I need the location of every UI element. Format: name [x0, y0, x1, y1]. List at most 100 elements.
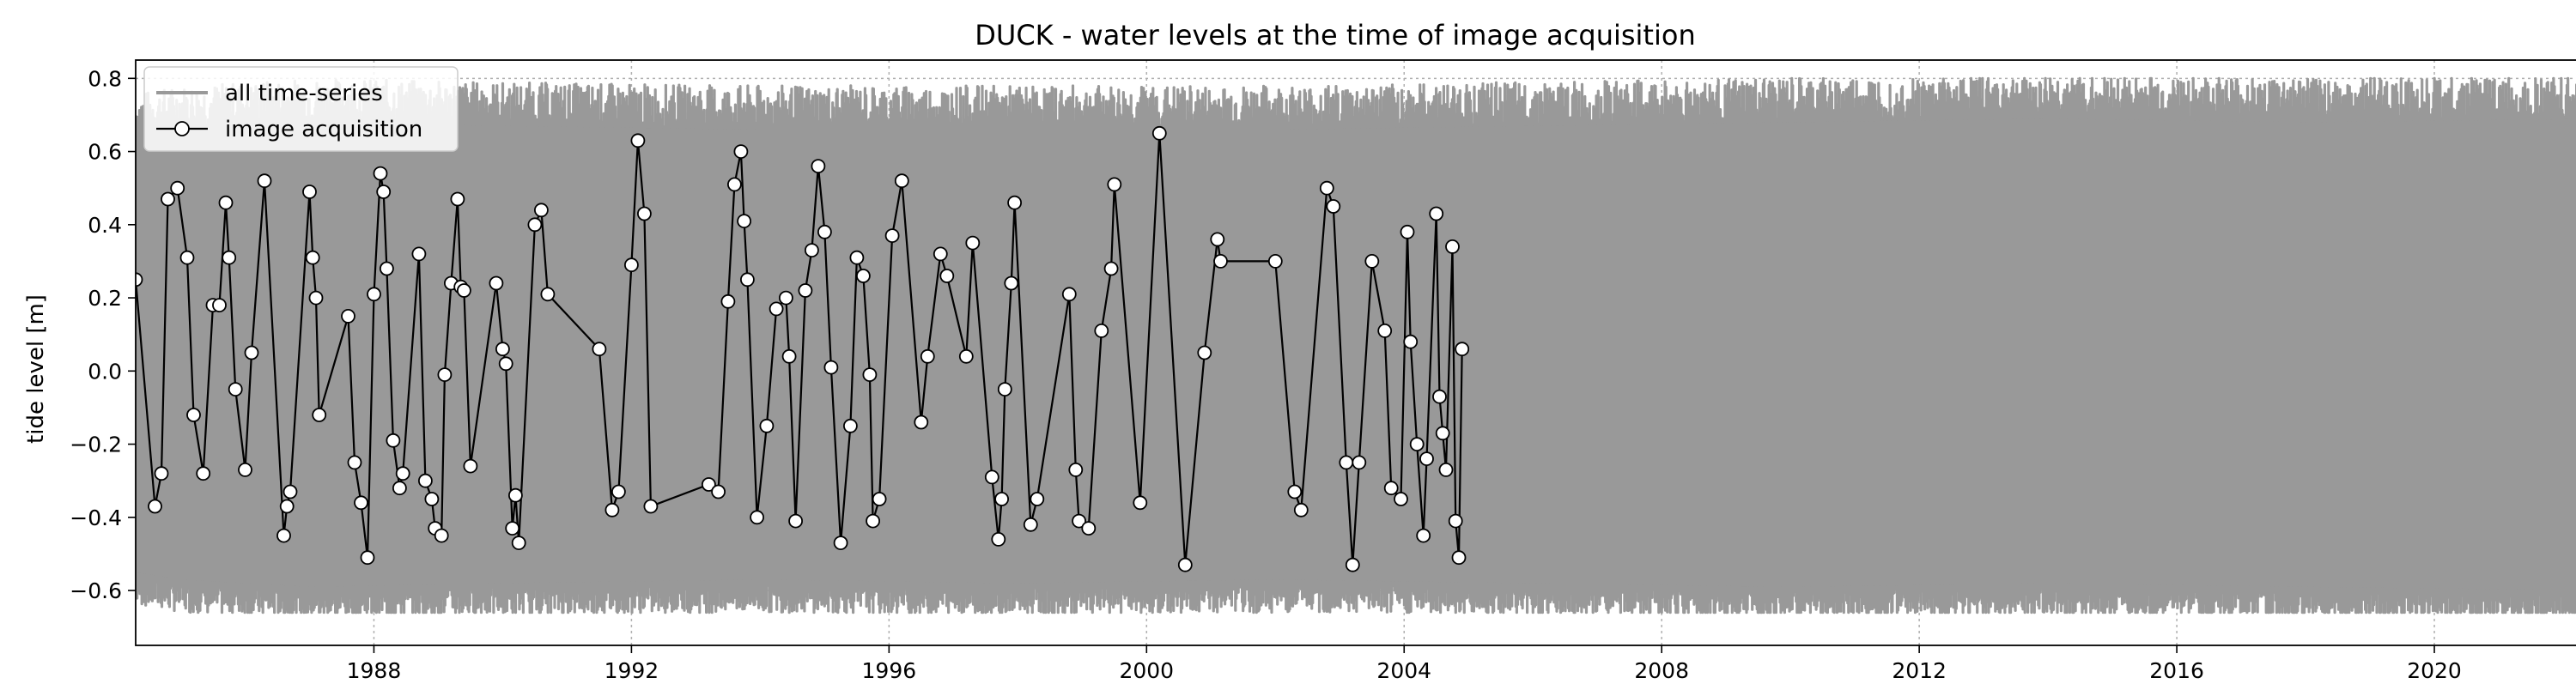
image-acquisition-point: [1024, 518, 1037, 531]
image-acquisition-point: [1005, 277, 1018, 290]
image-acquisition-point: [419, 475, 432, 487]
x-tick-label: 2020: [2407, 658, 2462, 683]
image-acquisition-point: [1378, 324, 1391, 337]
image-acquisition-point: [1327, 200, 1340, 213]
image-acquisition-point: [783, 350, 796, 363]
image-acquisition-point: [850, 251, 863, 264]
image-acquisition-point: [528, 218, 541, 231]
image-acquisition-point: [986, 470, 999, 483]
image-acquisition-point: [1420, 452, 1433, 465]
x-tick-label: 2004: [1376, 658, 1431, 683]
image-acquisition-point: [307, 251, 319, 264]
image-acquisition-point: [355, 496, 368, 509]
image-acquisition-point: [1063, 288, 1076, 300]
image-acquisition-point: [1417, 530, 1430, 542]
image-acquisition-point: [368, 288, 380, 300]
image-acquisition-point: [940, 269, 953, 282]
image-acquisition-point: [721, 295, 734, 308]
image-acquisition-point: [995, 493, 1008, 505]
image-acquisition-point: [934, 247, 947, 260]
image-acquisition-point: [222, 251, 235, 264]
image-acquisition-point: [155, 467, 168, 480]
image-acquisition-point: [886, 229, 899, 242]
image-acquisition-point: [1352, 456, 1365, 469]
image-acquisition-point: [438, 368, 451, 381]
image-acquisition-point: [1153, 127, 1166, 140]
image-acquisition-point: [425, 493, 438, 505]
image-acquisition-point: [220, 197, 233, 209]
y-tick-label: 0.4: [88, 213, 122, 238]
image-acquisition-point: [1401, 226, 1414, 239]
image-acquisition-point: [1453, 551, 1466, 564]
image-acquisition-point: [361, 551, 374, 564]
image-acquisition-point: [1340, 456, 1352, 469]
image-acquisition-point: [239, 463, 252, 476]
image-acquisition-point: [1288, 486, 1301, 499]
x-tick-label: 1996: [862, 658, 917, 683]
image-acquisition-point: [197, 467, 210, 480]
y-tick-label: −0.4: [70, 505, 122, 530]
image-acquisition-point: [303, 185, 316, 198]
image-acquisition-point: [393, 481, 406, 494]
image-acquisition-point: [638, 208, 651, 221]
image-acquisition-point: [458, 284, 471, 297]
image-acquisition-point: [435, 530, 448, 542]
x-tick-label: 2012: [1892, 658, 1947, 683]
image-acquisition-point: [284, 486, 297, 499]
image-acquisition-point: [229, 383, 242, 396]
image-acquisition-point: [1446, 240, 1459, 253]
image-acquisition-point: [760, 420, 773, 433]
image-acquisition-point: [1179, 559, 1192, 572]
image-acquisition-point: [992, 533, 1005, 546]
image-acquisition-point: [277, 530, 290, 542]
image-acquisition-point: [873, 493, 886, 505]
chart-title: DUCK - water levels at the time of image…: [975, 19, 1695, 51]
image-acquisition-point: [1404, 336, 1417, 348]
image-acquisition-point: [500, 357, 513, 370]
image-acquisition-point: [281, 500, 294, 513]
image-acquisition-point: [377, 185, 390, 198]
image-acquisition-point: [1069, 463, 1082, 476]
image-acquisition-point: [805, 244, 818, 257]
x-tick-label: 2000: [1119, 658, 1174, 683]
image-acquisition-point: [541, 288, 554, 300]
image-acquisition-point: [246, 347, 258, 360]
image-acquisition-point: [1455, 342, 1468, 355]
image-acquisition-point: [734, 145, 747, 158]
legend-label-all-time-series: all time-series: [225, 81, 383, 106]
image-acquisition-point: [631, 134, 644, 147]
image-acquisition-point: [1211, 233, 1224, 245]
image-acquisition-point: [258, 174, 271, 187]
y-tick-label: −0.2: [70, 433, 122, 457]
legend-label-image-acquisition: image acquisition: [225, 117, 422, 142]
y-axis-label: tide level [m]: [23, 294, 49, 444]
image-acquisition-point: [1449, 515, 1462, 528]
image-acquisition-point: [342, 310, 355, 323]
image-acquisition-point: [1346, 559, 1359, 572]
x-tick-label: 1992: [605, 658, 659, 683]
y-tick-label: 0.2: [88, 286, 122, 311]
image-acquisition-point: [914, 416, 927, 429]
image-acquisition-point: [496, 342, 509, 355]
image-acquisition-point: [896, 174, 908, 187]
image-acquisition-point: [187, 409, 200, 421]
image-acquisition-point: [1295, 504, 1308, 517]
legend: all time-series image acquisition: [144, 67, 458, 151]
image-acquisition-point: [770, 302, 783, 315]
image-acquisition-point: [1133, 496, 1146, 509]
image-acquisition-point: [374, 167, 387, 180]
legend-swatch-marker-image-acquisition: [175, 122, 189, 136]
image-acquisition-point: [149, 500, 161, 513]
image-acquisition-point: [863, 368, 876, 381]
image-acquisition-point: [349, 456, 361, 469]
image-acquisition-point: [181, 251, 194, 264]
image-acquisition-point: [799, 284, 811, 297]
x-tick-label: 1988: [347, 658, 402, 683]
image-acquisition-point: [1433, 390, 1446, 403]
image-acquisition-point: [835, 536, 848, 549]
image-acquisition-point: [966, 237, 979, 250]
y-tick-label: 0.6: [88, 140, 122, 165]
image-acquisition-point: [605, 504, 618, 517]
y-tick-label: −0.6: [70, 578, 122, 603]
